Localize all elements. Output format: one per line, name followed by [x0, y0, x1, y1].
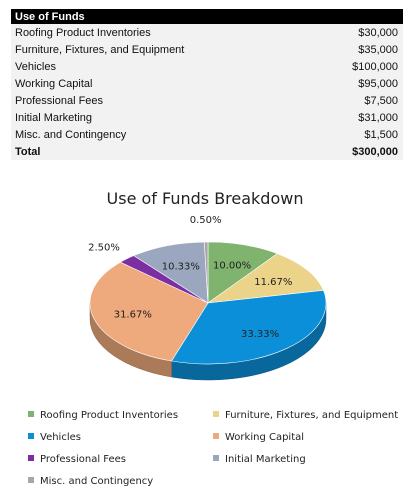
pie-data-label: 33.33% [241, 329, 279, 340]
table-row: Professional Fees $7,500 [11, 92, 403, 109]
legend-label: Initial Marketing [225, 454, 306, 465]
row-amount: $95,000 [310, 75, 403, 92]
pie-slice [89, 261, 209, 362]
table-header: Use of Funds [11, 9, 403, 24]
row-label: Professional Fees [11, 92, 311, 109]
total-label: Total [11, 143, 311, 160]
legend-swatch [28, 411, 34, 417]
chart-title: Use of Funds Breakdown [106, 189, 304, 208]
row-amount: $1,500 [310, 126, 403, 143]
row-amount: $31,000 [310, 109, 403, 126]
pie-slice [206, 253, 324, 304]
row-label: Initial Marketing [11, 109, 311, 126]
pie-data-label: 0.50% [190, 215, 222, 226]
pie-slice [203, 241, 209, 304]
legend-item: Roofing Product Inventories [28, 410, 178, 421]
row-label: Misc. and Contingency [11, 126, 311, 143]
legend-swatch [213, 433, 219, 439]
row-label: Vehicles [11, 58, 311, 75]
table-row: Furniture, Fixtures, and Equipment $35,00… [11, 41, 403, 58]
pie-slice [171, 289, 327, 365]
legend-swatch [28, 477, 34, 483]
legend-swatch [213, 411, 219, 417]
table-row: Working Capital $95,000 [11, 75, 403, 92]
pie-slices [89, 241, 327, 365]
pie-data-label: 31.67% [114, 309, 152, 320]
use-of-funds-table: Use of Funds Roofing Product Inventories… [11, 9, 403, 160]
row-label: Roofing Product Inventories [11, 24, 311, 41]
pie-data-labels: 10.00%11.67% 33.33% 31.67% 2.50% 10.33% 0.50% [88, 215, 292, 340]
pie-slice [207, 241, 278, 304]
pie-slice [133, 241, 209, 304]
legend-label: Professional Fees [40, 454, 126, 465]
legend-swatch [213, 455, 219, 461]
legend-label: Misc. and Contingency [40, 476, 154, 487]
legend-item: Vehicles [28, 432, 81, 443]
pie-data-label: 10.33% [162, 261, 200, 272]
legend-label: Furniture, Fixtures, and Equipment [225, 410, 399, 421]
legend-label: Vehicles [40, 432, 81, 443]
table-row: Vehicles $100,000 [11, 58, 403, 75]
total-amount: $300,000 [310, 143, 403, 160]
legend-item: Misc. and Contingency [28, 476, 153, 487]
legend-label: Working Capital [225, 432, 305, 443]
pie-data-label: 11.67% [254, 277, 292, 288]
pie-data-label: 2.50% [88, 242, 120, 253]
legend-swatch [28, 455, 34, 461]
row-amount: $35,000 [310, 41, 403, 58]
legend-item: Furniture, Fixtures, and Equipment [213, 410, 398, 421]
row-label: Furniture, Fixtures, and Equipment [11, 41, 311, 58]
table-row: Misc. and Contingency $1,500 [11, 126, 403, 143]
row-label: Working Capital [11, 75, 311, 92]
pie-data-label: 10.00% [213, 261, 251, 272]
legend-item: Professional Fees [28, 454, 126, 465]
total-row: Total $300,000 [11, 143, 403, 160]
legend-item: Initial Marketing [213, 454, 306, 465]
legend-swatch [28, 433, 34, 439]
table-row: Initial Marketing $31,000 [11, 109, 403, 126]
legend-label: Roofing Product Inventories [40, 410, 179, 421]
row-amount: $30,000 [310, 24, 403, 41]
table-row: Roofing Product Inventories $30,000 [11, 24, 403, 41]
row-amount: $7,500 [310, 92, 403, 109]
legend-item: Working Capital [213, 432, 304, 443]
row-amount: $100,000 [310, 58, 403, 75]
